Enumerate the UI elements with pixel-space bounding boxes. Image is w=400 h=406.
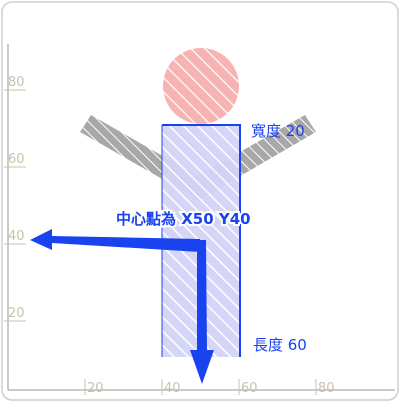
figure-head bbox=[163, 48, 239, 124]
down-arrow bbox=[190, 240, 214, 384]
x-tick-label: 40 bbox=[164, 381, 181, 396]
y-tick-label: 40 bbox=[8, 229, 25, 244]
height-label: 長度 60 bbox=[253, 336, 307, 354]
x-tick-label: 60 bbox=[241, 381, 258, 396]
center-arrows bbox=[30, 229, 214, 384]
y-tick-label: 20 bbox=[8, 306, 25, 321]
y-tick-label: 60 bbox=[8, 152, 25, 167]
y-tick-label: 80 bbox=[8, 75, 25, 90]
x-tick-label: 20 bbox=[87, 381, 104, 396]
axes: 80 60 40 20 20 40 60 80 bbox=[4, 44, 395, 396]
left-arrow bbox=[30, 229, 200, 252]
x-tick-label: 80 bbox=[318, 381, 335, 396]
center-label: 中心點為 X50 Y40 bbox=[116, 210, 251, 228]
width-label: 寬度 20 bbox=[251, 122, 305, 140]
